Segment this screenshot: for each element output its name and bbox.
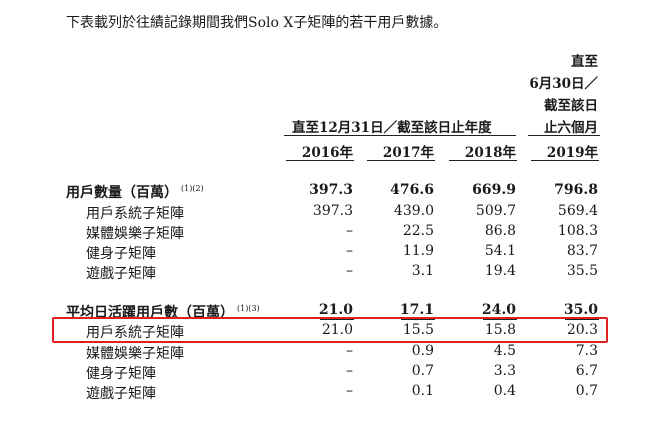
- value-cell: 24.0: [481, 302, 516, 318]
- row-label: 健身子矩陣: [86, 366, 156, 382]
- value-cell: 35.0: [563, 302, 598, 318]
- table-row: 媒體娛樂子矩陣 – 22.5 86.8 108.3: [0, 223, 656, 243]
- value-cell: 397.3: [312, 203, 353, 219]
- value-cell: 83.7: [566, 243, 598, 259]
- value-cell: 0.4: [493, 383, 516, 399]
- group-header: 直至12月31日／截至該日止年度: [292, 120, 492, 136]
- value-cell: –: [346, 243, 353, 259]
- value-cell: 20.3: [566, 322, 598, 338]
- table-row: 用戶系統子矩陣 397.3 439.0 509.7 569.4: [0, 203, 656, 223]
- last-col-header-line-4: 止六個月: [544, 120, 598, 136]
- footnote-ref: (1)(2): [181, 184, 204, 194]
- row-label: 用戶系統子矩陣: [86, 325, 184, 341]
- value-cell: 11.9: [402, 243, 434, 259]
- value-cell: 439.0: [393, 203, 434, 219]
- row-label: 健身子矩陣: [86, 246, 156, 262]
- value-cell: 569.4: [557, 203, 598, 219]
- row-label: 遊戲子矩陣: [86, 386, 156, 402]
- year-header-2017: 2017年: [382, 145, 434, 161]
- value-cell: 3.3: [493, 363, 516, 379]
- value-cell: 22.5: [402, 223, 434, 239]
- year-header-2019: 2019年: [546, 145, 598, 161]
- value-cell: 796.8: [554, 182, 598, 198]
- value-cell: –: [346, 343, 353, 359]
- total-underline-2016: [320, 319, 354, 320]
- row-label: 媒體娛樂子矩陣: [86, 226, 184, 242]
- row-label: 媒體娛樂子矩陣: [86, 346, 184, 362]
- footnote-ref: (1)(3): [237, 304, 260, 314]
- year-header-2018: 2018年: [464, 145, 516, 161]
- value-cell: 35.5: [566, 263, 598, 279]
- value-cell: 7.3: [575, 343, 598, 359]
- value-cell: 21.0: [321, 322, 353, 338]
- table-row: 用戶系統子矩陣 21.0 15.5 15.8 20.3: [0, 322, 656, 342]
- value-cell: 86.8: [484, 223, 516, 239]
- value-cell: –: [346, 263, 353, 279]
- last-col-header-line-2: 6月30日／: [529, 76, 598, 92]
- value-cell: 21.0: [318, 302, 353, 318]
- row-label: 用戶系統子矩陣: [86, 206, 184, 222]
- table-row: 健身子矩陣 – 0.7 3.3 6.7: [0, 363, 656, 383]
- year-rule-2017: [367, 160, 435, 161]
- total-underline-2019: [565, 319, 599, 320]
- last-col-header-line-1: 直至: [571, 54, 598, 70]
- value-cell: 0.7: [411, 363, 434, 379]
- row-label: 遊戲子矩陣: [86, 266, 156, 282]
- value-cell: 17.1: [399, 302, 434, 318]
- value-cell: 509.7: [475, 203, 516, 219]
- year-rule-2016: [286, 160, 354, 161]
- total-underline-2017: [401, 319, 435, 320]
- value-cell: 108.3: [557, 223, 598, 239]
- year-rule-2018: [449, 160, 517, 161]
- year-header-2016: 2016年: [301, 145, 353, 161]
- last-col-header-rule: [528, 135, 600, 136]
- value-cell: 3.1: [411, 263, 434, 279]
- section-total-row: 用戶數量（百萬） (1)(2) 397.3 476.6 669.9 796.8: [0, 182, 656, 202]
- value-cell: –: [346, 223, 353, 239]
- table-row: 遊戲子矩陣 – 0.1 0.4 0.7: [0, 383, 656, 403]
- last-col-header-line-3: 截至該日: [544, 98, 598, 114]
- table-row: 健身子矩陣 – 11.9 54.1 83.7: [0, 243, 656, 263]
- value-cell: 15.5: [402, 322, 434, 338]
- value-cell: 15.8: [484, 322, 516, 338]
- value-cell: –: [346, 363, 353, 379]
- value-cell: 4.5: [493, 343, 516, 359]
- value-cell: 476.6: [390, 182, 434, 198]
- value-cell: 0.7: [575, 383, 598, 399]
- table-row: 媒體娛樂子矩陣 – 0.9 4.5 7.3: [0, 343, 656, 363]
- highlight-box: [52, 317, 608, 343]
- value-cell: 19.4: [484, 263, 516, 279]
- value-cell: 0.9: [411, 343, 434, 359]
- intro-text: 下表載列於往績記錄期間我們Solo X子矩陣的若干用戶數據。: [66, 15, 448, 31]
- group-header-rule: [284, 135, 516, 136]
- table-row: 遊戲子矩陣 – 3.1 19.4 35.5: [0, 263, 656, 283]
- year-rule-2019: [531, 160, 599, 161]
- value-cell: 669.9: [472, 182, 516, 198]
- section-title: 用戶數量（百萬） (1)(2): [66, 184, 204, 201]
- value-cell: 6.7: [575, 363, 598, 379]
- value-cell: 54.1: [484, 243, 516, 259]
- total-underline-2018: [483, 319, 517, 320]
- value-cell: 397.3: [309, 182, 353, 198]
- value-cell: –: [346, 383, 353, 399]
- value-cell: 0.1: [411, 383, 434, 399]
